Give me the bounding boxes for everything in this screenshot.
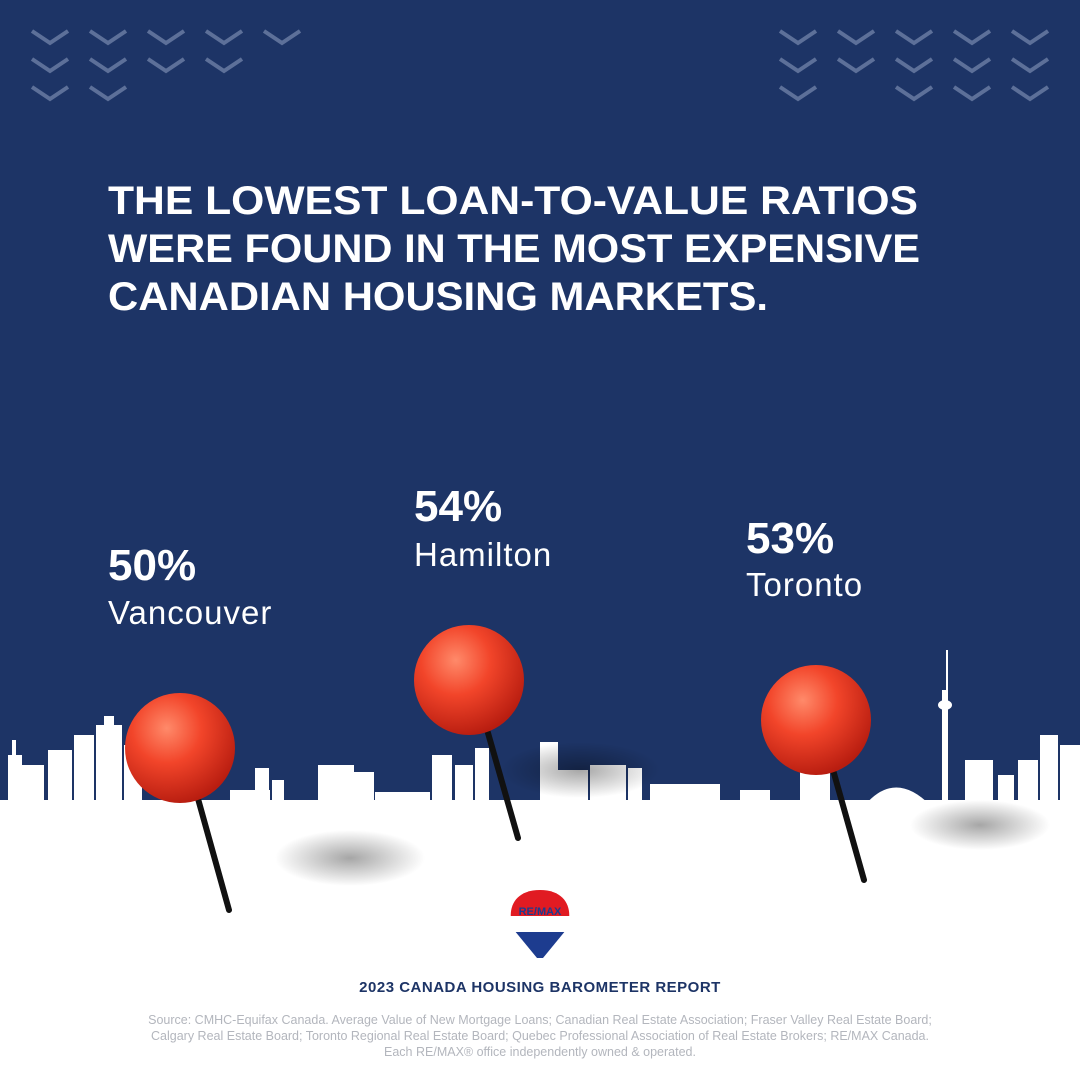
source-line: Calgary Real Estate Board; Toronto Regio…: [151, 1029, 929, 1043]
chevron: [836, 29, 876, 46]
background: [0, 0, 1080, 810]
chevron: [146, 57, 186, 74]
chevron-pattern: [30, 29, 1050, 102]
chevron: [952, 85, 992, 102]
city-name: Toronto: [746, 566, 863, 603]
source-line: Source: CMHC-Equifax Canada. Average Val…: [148, 1013, 932, 1027]
chevron: [836, 57, 876, 74]
source-line: Each RE/MAX® office independently owned …: [384, 1045, 696, 1059]
chevron: [894, 29, 934, 46]
chevron: [262, 29, 302, 46]
ratio-value: 53%: [746, 514, 834, 563]
chevron: [88, 85, 128, 102]
chevron: [778, 85, 818, 102]
chevron: [204, 57, 244, 74]
chevron: [30, 57, 70, 74]
pins: [125, 625, 1050, 913]
chevron: [894, 57, 934, 74]
chevron: [1010, 29, 1050, 46]
chevron: [778, 57, 818, 74]
chevron: [1010, 85, 1050, 102]
chevron: [204, 29, 244, 46]
title-line: CANADIAN HOUSING MARKETS.: [108, 275, 768, 319]
chevron: [778, 29, 818, 46]
logo: RE/MAX: [510, 890, 570, 958]
city-name: Vancouver: [108, 594, 272, 631]
logo-text: RE/MAX: [519, 906, 562, 918]
city-name: Hamilton: [414, 536, 552, 573]
chevron: [952, 29, 992, 46]
ratio-value: 50%: [108, 541, 196, 590]
title-line: THE LOWEST LOAN-TO-VALUE RATIOS: [108, 179, 918, 223]
report-title: 2023 CANADA HOUSING BAROMETER REPORT: [359, 979, 721, 996]
chevron: [88, 29, 128, 46]
chevron: [1010, 57, 1050, 74]
chevron: [146, 29, 186, 46]
chevron: [88, 57, 128, 74]
chevron: [894, 85, 934, 102]
chevron: [30, 29, 70, 46]
ratio-value: 54%: [414, 482, 502, 531]
title-line: WERE FOUND IN THE MOST EXPENSIVE: [108, 227, 920, 271]
chevron: [30, 85, 70, 102]
chevron: [952, 57, 992, 74]
